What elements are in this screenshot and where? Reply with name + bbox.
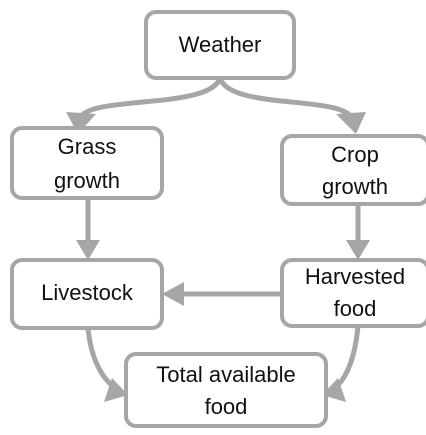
node-label: food — [334, 296, 377, 321]
arrow — [217, 76, 355, 120]
node-box — [124, 352, 328, 428]
arrow-head — [76, 240, 100, 260]
arrow-head — [104, 378, 128, 402]
arrow-head — [336, 112, 366, 134]
node-label: Grass — [58, 134, 117, 159]
node-box — [144, 10, 296, 80]
node-label: growth — [322, 174, 388, 199]
node-label: Crop — [331, 142, 379, 167]
arrow-head — [346, 240, 370, 260]
node-box — [10, 258, 164, 330]
node-box — [280, 258, 426, 328]
node-box — [280, 134, 426, 206]
node-label: growth — [54, 168, 120, 193]
node-label: food — [205, 394, 248, 419]
arrow-head — [66, 112, 96, 134]
node-label: Livestock — [41, 280, 134, 305]
node-label: Total available — [156, 362, 295, 387]
arrow-head — [162, 282, 184, 306]
arrow — [77, 76, 223, 120]
node-label: Weather — [179, 32, 262, 57]
node-box — [10, 126, 164, 200]
node-label: Harvested — [305, 264, 405, 289]
